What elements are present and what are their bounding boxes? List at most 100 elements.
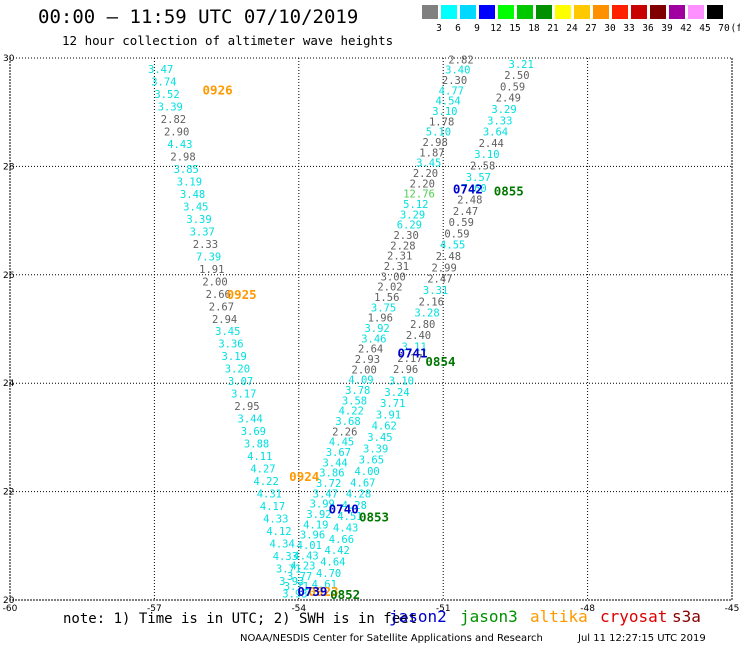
wave-height-value: 4.22	[254, 476, 279, 488]
wave-height-value: 4.17	[260, 501, 285, 513]
wave-height-value: 3.85	[174, 164, 199, 176]
wave-height-value: 2.90	[164, 127, 189, 139]
scale-label: 45	[699, 23, 711, 34]
plot-subtitle: 12 hour collection of altimeter wave hei…	[62, 33, 394, 48]
credit-line: NOAA/NESDIS Center for Satellite Applica…	[240, 633, 543, 644]
scale-swatch	[650, 5, 666, 19]
wave-height-value: 2.30	[442, 75, 467, 87]
scale-label: 70	[718, 23, 730, 34]
scale-label: 12	[490, 23, 502, 34]
wave-height-value: 4.43	[293, 550, 318, 562]
wave-height-value: 2.31	[387, 251, 412, 263]
wave-height-value: 3.39	[363, 443, 388, 455]
wave-height-value: 3.28	[414, 308, 439, 320]
wave-height-value: 3.31	[423, 285, 448, 297]
wave-height-value: 3.86	[319, 468, 344, 480]
wave-height-value: 6.29	[397, 220, 422, 232]
scale-swatch	[460, 5, 476, 19]
wave-height-value: 2.40	[406, 330, 431, 342]
scale-swatch	[536, 5, 552, 19]
wave-height-value: 3.39	[158, 102, 183, 114]
wave-height-value: 3.96	[300, 530, 325, 542]
wave-height-value: 4.11	[247, 451, 272, 463]
wave-height-value: 5.10	[426, 127, 451, 139]
scale-label: 3	[436, 23, 442, 34]
wave-height-value: 3.92	[306, 509, 331, 521]
wave-height-value: 3.44	[238, 414, 263, 426]
wave-height-value: 3.17	[231, 389, 256, 401]
y-tick-label: 26	[3, 271, 15, 281]
wave-height-value: 2.67	[209, 301, 234, 313]
wave-height-value: 2.49	[496, 93, 521, 105]
wave-height-value: 0.59	[449, 217, 474, 229]
wave-height-value: 3.10	[474, 149, 499, 161]
wave-height-value: 4.19	[303, 519, 328, 531]
wave-height-value: 1.78	[429, 116, 454, 128]
wave-height-value: 2.16	[419, 296, 444, 308]
wave-height-value: 3.00	[381, 271, 406, 283]
wave-height-value: 4.51	[337, 511, 362, 523]
wave-height-value: 1.96	[368, 313, 393, 325]
scale-label: 24	[566, 23, 578, 34]
wave-height-value: 3.45	[183, 201, 208, 213]
wave-height-value: 3.71	[276, 563, 301, 575]
wave-height-value: 3.99	[310, 499, 335, 511]
wave-height-value: 3.58	[342, 395, 367, 407]
wave-height-value: 3.69	[241, 426, 266, 438]
wave-height-value: 4.45	[329, 437, 354, 449]
wave-height-value: 2.58	[470, 161, 495, 173]
wave-height-value: 3.75	[371, 302, 396, 314]
y-tick-label: 30	[3, 54, 15, 64]
scale-label: 33	[623, 23, 635, 34]
wave-height-value: 4.23	[290, 561, 315, 573]
scale-swatch	[707, 5, 723, 19]
wave-height-value: 3.91	[376, 409, 401, 421]
wave-height-value: 3.47	[148, 64, 173, 76]
scale-swatch	[517, 5, 533, 19]
wave-height-value: 3.33	[487, 115, 512, 127]
wave-height-value: 4.00	[354, 466, 379, 478]
scale-swatch	[574, 5, 590, 19]
wave-height-value: 2.02	[377, 282, 402, 294]
wave-height-value: 4.70	[316, 568, 341, 580]
wave-height-value: 3.78	[345, 385, 370, 397]
wave-height-value: 3.40	[445, 65, 470, 77]
y-tick-label: 20	[3, 596, 15, 606]
pass-time-label: 0855	[494, 184, 524, 199]
wave-height-value: 2.82	[448, 54, 473, 66]
wave-height-value: 3.45	[215, 326, 240, 338]
pass-time-label: 0739	[297, 584, 327, 599]
pass-time-label: 0742	[453, 182, 483, 197]
pass-time-label: 0924	[289, 469, 319, 484]
wave-height-value: 3.71	[380, 398, 405, 410]
wave-height-value: 3.11	[402, 342, 427, 354]
wave-height-value: 3.71	[284, 581, 309, 593]
wave-height-value: 3.36	[218, 339, 243, 351]
scale-label: 18	[528, 23, 540, 34]
wave-height-value: 3.93	[279, 576, 304, 588]
wave-height-value: 2.30	[393, 230, 418, 242]
wave-height-value: 3.88	[244, 439, 269, 451]
altimeter-tracks: 3.473.743.523.392.822.904.432.983.853.19…	[148, 54, 534, 600]
wave-height-value: 4.66	[329, 534, 354, 546]
wave-height-value: 2.47	[453, 206, 478, 218]
wave-height-value: 2.82	[161, 114, 186, 126]
wave-height-value: 4.31	[257, 488, 282, 500]
wave-height-value: 3.67	[326, 447, 351, 459]
scale-label: 39	[661, 23, 673, 34]
wave-height-value: 4.43	[167, 139, 192, 151]
x-tick-label: -57	[147, 604, 162, 614]
scale-label: 27	[585, 23, 597, 34]
scale-swatch	[498, 5, 514, 19]
scale-swatch	[422, 5, 438, 19]
scale-label: 6	[455, 23, 461, 34]
wave-height-value: 3.10	[432, 106, 457, 118]
map-border	[9, 57, 733, 601]
wave-height-value: 5.12	[403, 199, 428, 211]
wave-height-value: 4.54	[435, 96, 460, 108]
wave-height-value: 3.19	[177, 176, 202, 188]
wave-height-value: 2.31	[384, 261, 409, 273]
wave-height-value: 3.77	[287, 571, 312, 583]
wave-height-value: 1.87	[419, 147, 444, 159]
